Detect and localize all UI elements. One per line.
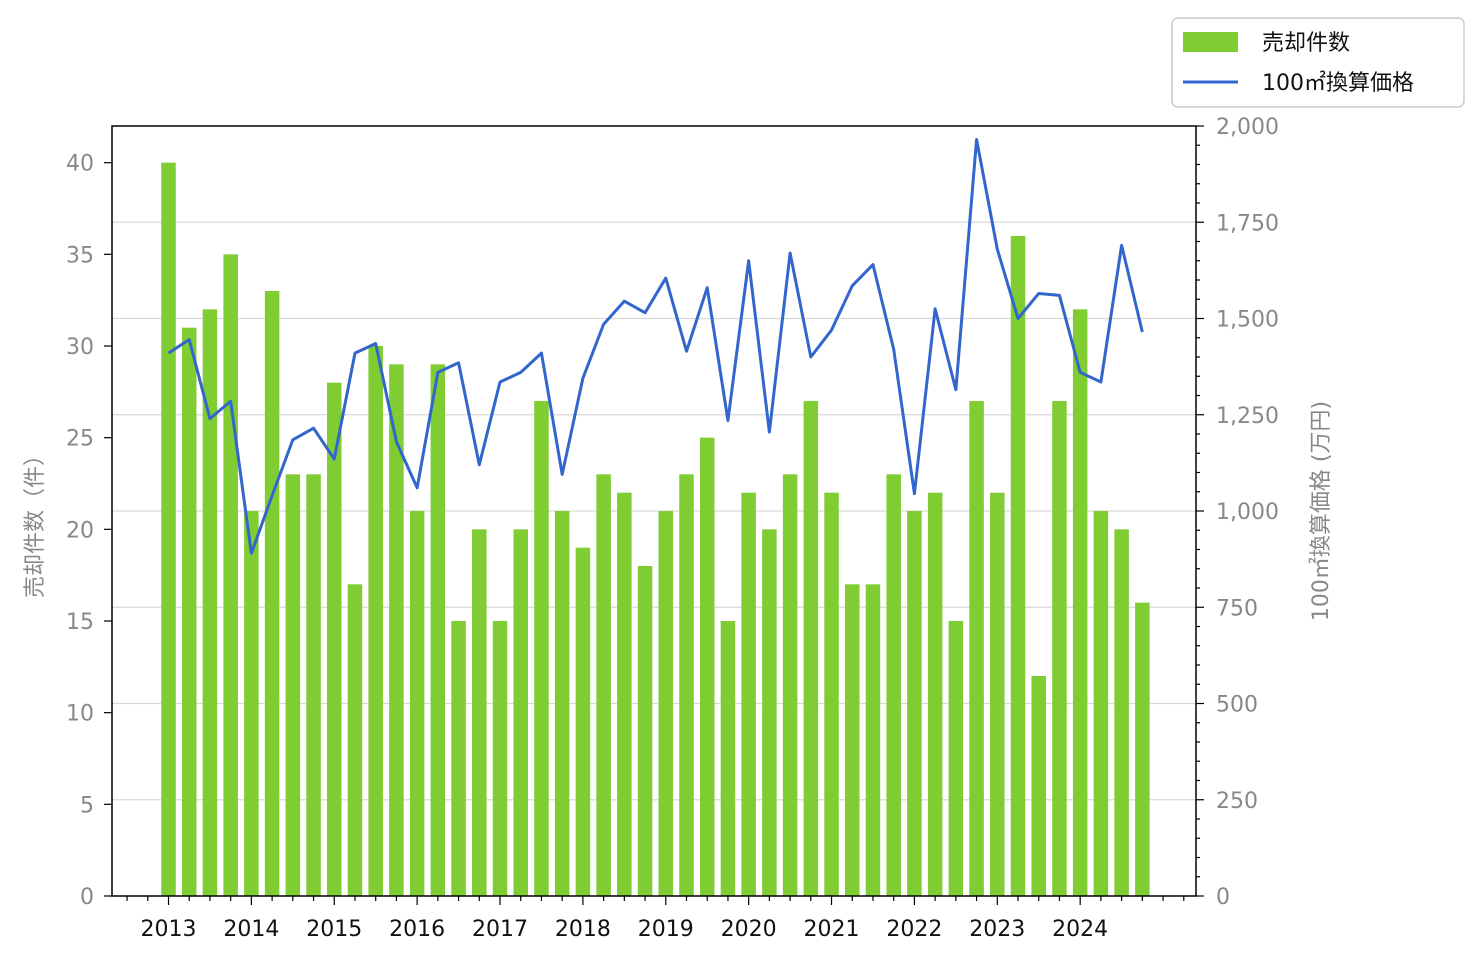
bar xyxy=(907,511,922,896)
x-tick-label: 2024 xyxy=(1052,917,1108,942)
bar xyxy=(492,621,508,896)
bar xyxy=(845,584,860,896)
legend: 売却件数 100㎡換算価格 xyxy=(1171,17,1465,108)
y-right-tick-label: 250 xyxy=(1216,789,1258,814)
price-line xyxy=(167,137,1144,555)
x-tick-label: 2016 xyxy=(389,917,445,942)
bar xyxy=(1010,236,1026,896)
bar-series xyxy=(161,162,1150,897)
bar xyxy=(451,621,466,896)
x-tick-label: 2021 xyxy=(804,917,860,942)
bar xyxy=(596,474,611,896)
bar xyxy=(285,474,301,896)
x-tick-label: 2020 xyxy=(721,917,777,942)
bar xyxy=(865,584,881,896)
bar xyxy=(306,474,321,896)
y-right-tick-label: 500 xyxy=(1216,693,1258,718)
bar xyxy=(762,529,777,896)
bar xyxy=(368,346,383,896)
y-left-tick-label: 15 xyxy=(66,610,94,635)
bar xyxy=(472,529,487,896)
bar xyxy=(803,401,819,896)
y-left-tick-label: 30 xyxy=(66,335,94,360)
y-axis-left-label: 売却件数（件） xyxy=(23,444,48,598)
bar xyxy=(824,492,839,896)
line-series xyxy=(167,137,1144,555)
legend-frame xyxy=(1171,17,1465,108)
y-right-tick-label: 1,750 xyxy=(1216,211,1279,236)
bar xyxy=(1093,511,1109,896)
x-tick-label: 2018 xyxy=(555,917,611,942)
bar xyxy=(534,401,549,896)
bar xyxy=(513,529,528,896)
y-right-tick-label: 750 xyxy=(1216,596,1258,621)
x-tick-label: 2019 xyxy=(638,917,694,942)
legend-label-line: 100㎡換算価格 xyxy=(1262,70,1414,96)
bar xyxy=(679,474,694,896)
y-axis-left: 0 5 10 15 20 25 30 35 40 xyxy=(66,152,112,910)
x-axis: 2013 2014 2015 2016 2017 2018 2019 2020 2021 2022… xyxy=(126,896,1185,942)
bar xyxy=(554,511,570,896)
y-axis-right-label: 100㎡換算価格 (万円) xyxy=(1308,401,1334,621)
bar xyxy=(1072,309,1088,896)
bar xyxy=(327,382,342,897)
bar xyxy=(617,492,632,896)
bar xyxy=(1052,401,1067,896)
y-left-tick-label: 5 xyxy=(80,793,94,818)
bar xyxy=(948,621,964,896)
y-left-tick-label: 20 xyxy=(66,518,94,543)
bar xyxy=(699,437,715,896)
bar xyxy=(430,364,446,896)
y-right-tick-label: 1,500 xyxy=(1216,308,1279,333)
y-left-tick-label: 40 xyxy=(66,152,94,177)
y-axis-right: 0 250 500 750 1,000 1,250 1,500 1,750 2,000 xyxy=(1196,115,1279,910)
bar xyxy=(409,511,425,896)
x-tick-label: 2022 xyxy=(886,917,942,942)
x-tick-label: 2023 xyxy=(969,917,1025,942)
bar xyxy=(927,492,943,896)
y-left-tick-label: 0 xyxy=(80,885,94,910)
bar xyxy=(1031,676,1046,896)
bar xyxy=(658,511,674,896)
bar xyxy=(264,291,280,896)
bar xyxy=(637,566,653,896)
bar xyxy=(741,492,756,896)
bar xyxy=(202,309,218,896)
bar xyxy=(1135,602,1150,896)
bar xyxy=(720,621,736,896)
x-tick-label: 2014 xyxy=(223,917,279,942)
x-tick-label: 2015 xyxy=(306,917,362,942)
y-right-tick-label: 0 xyxy=(1216,885,1230,910)
y-right-tick-label: 1,250 xyxy=(1216,404,1279,429)
bar xyxy=(244,511,259,896)
bar xyxy=(181,327,197,897)
y-left-tick-label: 10 xyxy=(66,702,94,727)
y-left-tick-label: 25 xyxy=(66,427,94,452)
y-left-tick-label: 35 xyxy=(66,243,94,268)
bar xyxy=(161,162,176,896)
bar xyxy=(1114,529,1129,896)
bar xyxy=(969,401,984,896)
bar xyxy=(886,474,901,896)
y-right-tick-label: 1,000 xyxy=(1216,500,1279,525)
bar xyxy=(389,364,404,896)
x-tick-label: 2017 xyxy=(472,917,528,942)
bar xyxy=(347,584,363,896)
legend-label-bar: 売却件数 xyxy=(1262,31,1350,56)
bar xyxy=(575,547,591,896)
bar xyxy=(990,492,1005,896)
y-right-tick-label: 2,000 xyxy=(1216,115,1279,140)
x-tick-label: 2013 xyxy=(141,917,197,942)
bar xyxy=(223,254,238,897)
bar xyxy=(782,474,798,896)
legend-bar-swatch xyxy=(1183,32,1238,52)
